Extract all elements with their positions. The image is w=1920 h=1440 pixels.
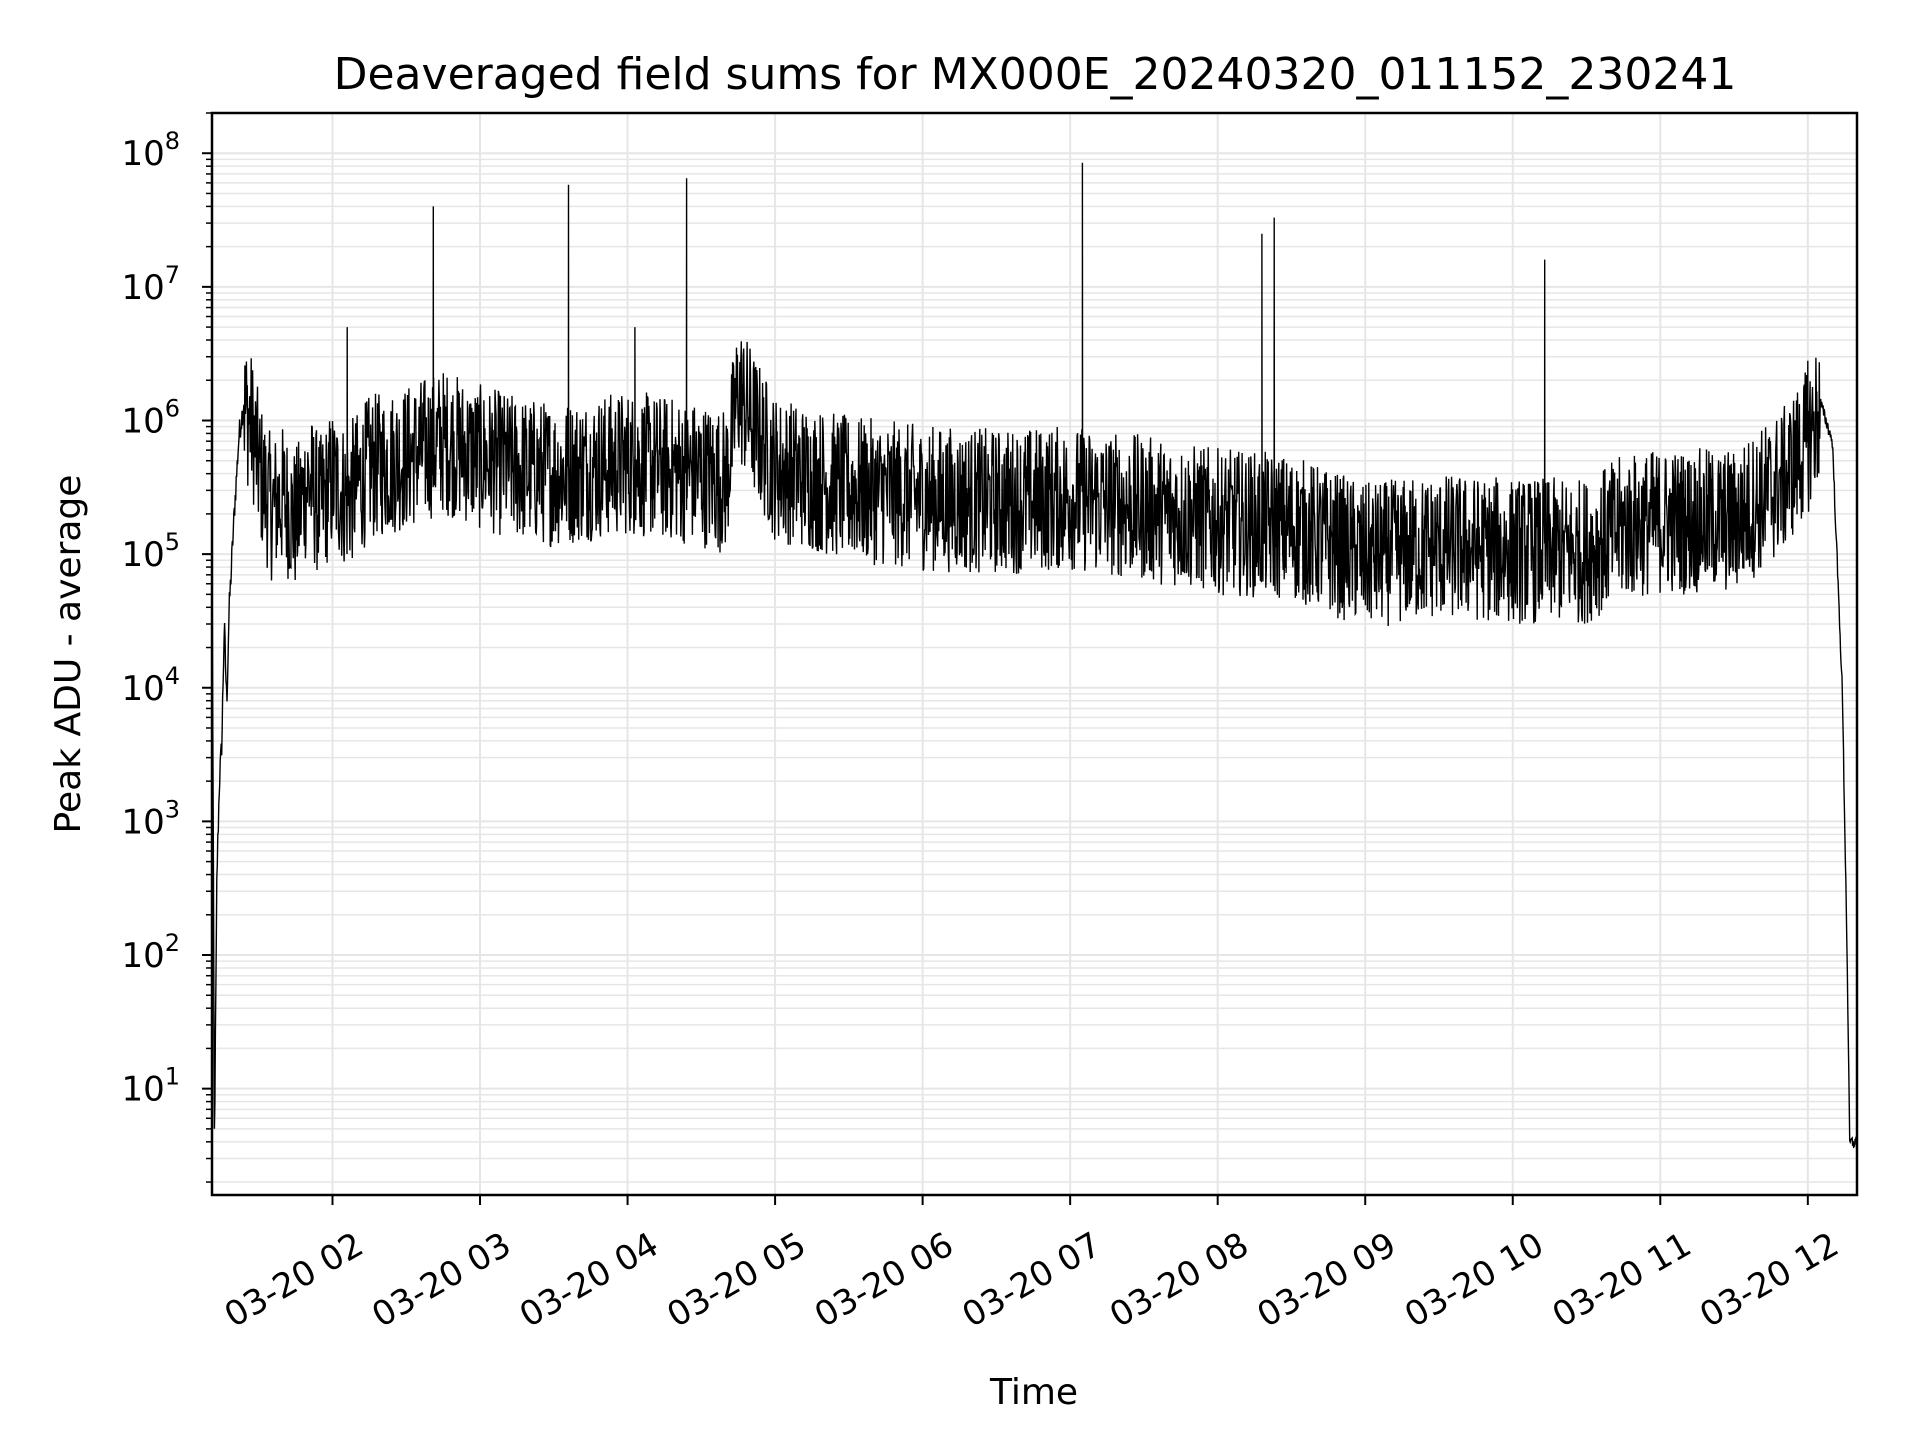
y-tick-label: 102 (121, 929, 180, 976)
chart-title: Deaveraged field sums for MX000E_2024032… (334, 49, 1737, 100)
plot-area (212, 162, 1857, 1149)
series-line (212, 162, 1857, 1149)
y-tick-label: 105 (121, 528, 180, 575)
plot-frame (210, 111, 1859, 1197)
y-axis: 101 102 103 104 105 106 107 108 (121, 112, 212, 1183)
y-axis-label: Peak ADU - average (48, 475, 89, 834)
y-tick-label: 104 (121, 662, 180, 709)
y-tick-label: 107 (121, 261, 180, 308)
y-tick-label: 106 (121, 394, 180, 441)
x-axis-label: Time (989, 1372, 1078, 1413)
y-tick-label: 103 (121, 795, 180, 842)
y-tick-label: 101 (121, 1063, 180, 1110)
y-tick-label: 108 (121, 127, 180, 174)
